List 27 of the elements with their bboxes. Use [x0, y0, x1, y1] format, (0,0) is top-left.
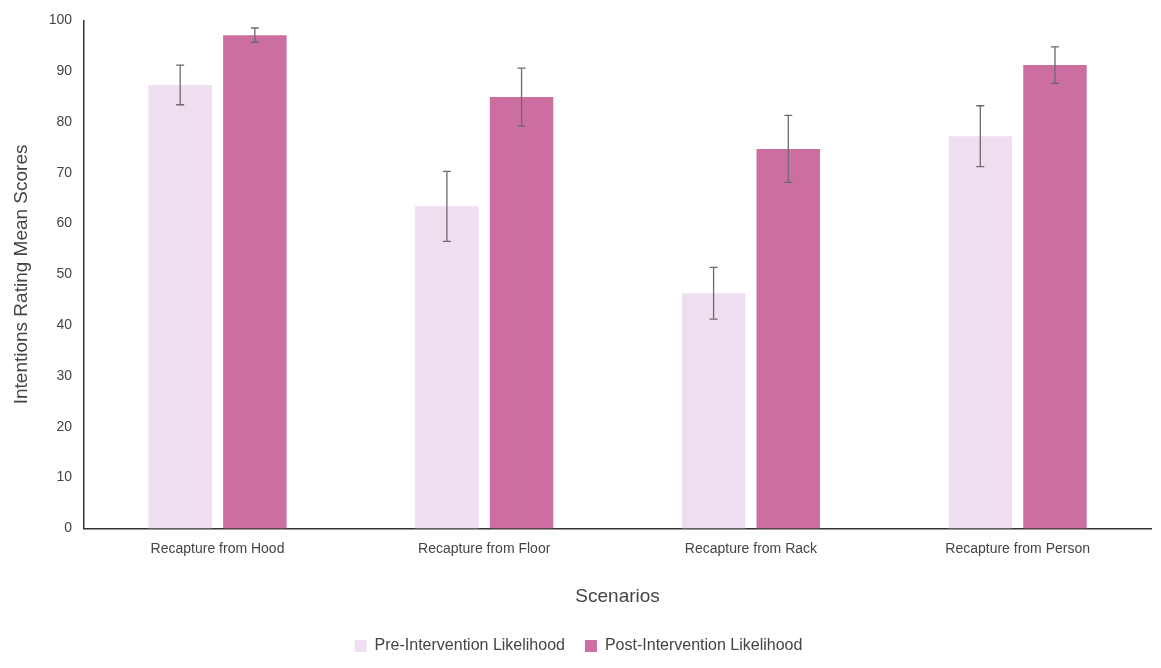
- y-tick-label: 70: [56, 163, 73, 180]
- bar: [948, 136, 1013, 529]
- bar: [223, 35, 287, 529]
- y-tick-label: 80: [56, 112, 73, 129]
- x-tick-label: Recapture from Floor: [418, 539, 551, 556]
- y-tick-label: 30: [56, 366, 73, 383]
- y-tick-label: 90: [56, 62, 73, 79]
- y-tick-label: 50: [56, 265, 73, 282]
- y-tick-label: 100: [48, 11, 73, 28]
- legend-label: Post-Intervention Likelihood: [604, 636, 803, 654]
- y-tick-label: 40: [56, 316, 73, 333]
- bar: [1023, 65, 1087, 529]
- legend-label: Pre-Intervention Likelihood: [374, 636, 565, 654]
- y-tick-label: 10: [56, 468, 73, 485]
- y-tick-label: 20: [56, 417, 73, 434]
- x-axis-title: Scenarios: [575, 584, 660, 606]
- bar: [756, 148, 821, 529]
- y-tick-label: 60: [56, 214, 73, 231]
- bar: [148, 84, 212, 529]
- bar: [489, 97, 554, 529]
- bar: [415, 206, 479, 529]
- x-tick-label: Recapture from Rack: [684, 539, 819, 556]
- x-tick-label: Recapture from Hood: [150, 539, 285, 556]
- y-tick-label: 0: [64, 519, 73, 536]
- x-tick-label: Recapture from Person: [945, 539, 1091, 556]
- y-axis-title: Intentions Rating Mean Scores: [9, 144, 31, 405]
- bar: [681, 293, 746, 529]
